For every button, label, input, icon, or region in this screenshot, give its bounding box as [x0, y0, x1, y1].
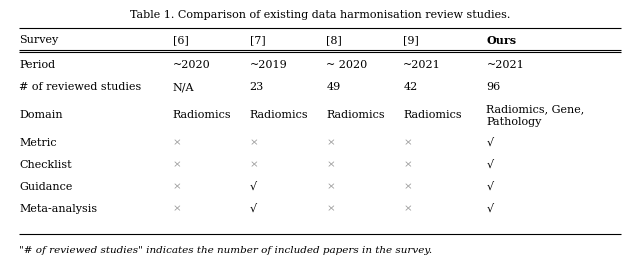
Text: Radiomics: Radiomics	[250, 110, 308, 120]
Text: Radiomics: Radiomics	[326, 110, 385, 120]
Text: Checklist: Checklist	[19, 160, 72, 170]
Text: √: √	[486, 160, 493, 170]
Text: √: √	[250, 182, 257, 192]
Text: Table 1. Comparison of existing data harmonisation review studies.: Table 1. Comparison of existing data har…	[130, 10, 510, 20]
Text: ~ 2020: ~ 2020	[326, 60, 367, 70]
Text: Period: Period	[19, 60, 55, 70]
Text: "# of reviewed studies" indicates the number of included papers in the survey.: "# of reviewed studies" indicates the nu…	[19, 246, 433, 255]
Text: ×: ×	[403, 138, 412, 147]
Text: Radiomics: Radiomics	[173, 110, 232, 120]
Text: 42: 42	[403, 82, 417, 92]
Text: ×: ×	[326, 161, 335, 169]
Text: ~2021: ~2021	[486, 60, 524, 70]
Text: [8]: [8]	[326, 35, 342, 45]
Text: Radiomics, Gene,
Pathology: Radiomics, Gene, Pathology	[486, 104, 585, 127]
Text: ×: ×	[173, 138, 182, 147]
Text: Ours: Ours	[486, 35, 516, 46]
Text: 23: 23	[250, 82, 264, 92]
Text: Metric: Metric	[19, 138, 57, 148]
Text: [7]: [7]	[250, 35, 266, 45]
Text: ×: ×	[326, 205, 335, 214]
Text: Meta-analysis: Meta-analysis	[19, 204, 97, 214]
Text: ×: ×	[403, 183, 412, 191]
Text: ×: ×	[403, 161, 412, 169]
Text: [9]: [9]	[403, 35, 419, 45]
Text: ×: ×	[173, 205, 182, 214]
Text: ×: ×	[250, 161, 259, 169]
Text: 96: 96	[486, 82, 500, 92]
Text: [6]: [6]	[173, 35, 189, 45]
Text: Guidance: Guidance	[19, 182, 72, 192]
Text: ~2021: ~2021	[403, 60, 441, 70]
Text: √: √	[486, 138, 493, 148]
Text: ×: ×	[326, 138, 335, 147]
Text: 49: 49	[326, 82, 340, 92]
Text: ~2020: ~2020	[173, 60, 211, 70]
Text: ×: ×	[173, 183, 182, 191]
Text: √: √	[250, 204, 257, 214]
Text: √: √	[486, 182, 493, 192]
Text: ×: ×	[173, 161, 182, 169]
Text: Radiomics: Radiomics	[403, 110, 462, 120]
Text: # of reviewed studies: # of reviewed studies	[19, 82, 141, 92]
Text: ~2019: ~2019	[250, 60, 287, 70]
Text: N/A: N/A	[173, 82, 195, 92]
Text: ×: ×	[250, 138, 259, 147]
Text: ×: ×	[403, 205, 412, 214]
Text: √: √	[486, 204, 493, 214]
Text: ×: ×	[326, 183, 335, 191]
Text: Domain: Domain	[19, 110, 63, 120]
Text: Survey: Survey	[19, 35, 58, 45]
